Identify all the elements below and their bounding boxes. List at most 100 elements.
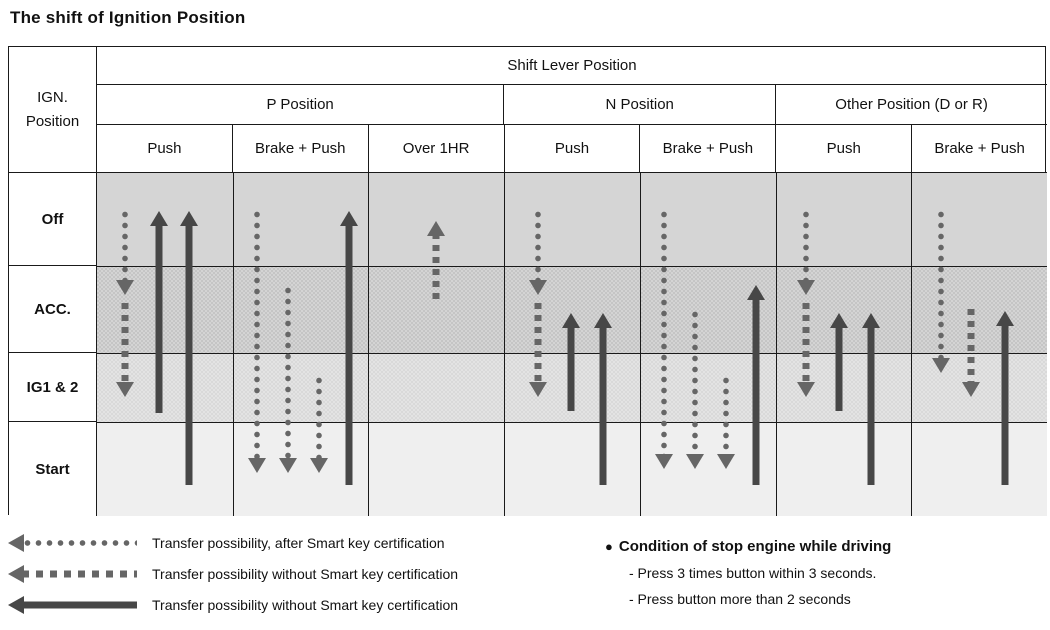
arrowhead-down-icon (962, 382, 981, 397)
arrowhead-down-icon (278, 458, 297, 473)
arrow-solid-up-ig1-2-to-off (150, 211, 168, 413)
group-header-p-position: P Position (97, 85, 505, 125)
arrow-dotted-down-off-to-ig1-2 (932, 209, 951, 373)
group-header-row: P Position N Position Other Position (D or… (97, 85, 1047, 125)
legend-label: Transfer possibility without Smart key c… (152, 596, 459, 613)
column-header-0-push: Push (97, 125, 233, 173)
arrowhead-down-icon (116, 382, 134, 397)
arrowhead-down-icon (116, 280, 134, 295)
row-label-ig1-2: IG1 & 2 (9, 353, 97, 422)
grid-hline (97, 421, 1047, 423)
arrow-solid-up-start-to-acc (594, 313, 613, 485)
group-header-other-position-d-or-r: Other Position (D or R) (776, 85, 1047, 125)
note-lines: - Press 3 times button within 3 seconds.… (605, 565, 891, 607)
arrowhead-down-icon (796, 280, 815, 295)
arrowhead-up-icon (996, 311, 1015, 326)
note-line-2: - Press button more than 2 seconds (629, 591, 851, 607)
arrow-dotted-down-acc-to-start (278, 285, 297, 473)
arrow-solid-up-ig1-2-to-acc (562, 313, 581, 411)
arrow-solid-up-start-to-acc (746, 285, 765, 485)
column-header-3-push: Push (504, 125, 641, 173)
grid-vline (232, 173, 234, 516)
arrowhead-up-icon (180, 211, 198, 226)
table-body (97, 173, 1047, 516)
arrow-solid-up-start-to-acc (861, 313, 880, 485)
column-header-2-over-1hr: Over 1HR (368, 125, 505, 173)
corner-header-line1: IGN. (37, 89, 68, 107)
arrowhead-up-icon (339, 211, 358, 226)
arrow-dotted-down-off-to-acc (796, 209, 815, 295)
arrow-dotted-down-ig1-2-to-start (716, 375, 735, 469)
bullet-icon: ● (605, 539, 613, 554)
column-header-6-brake-push: Brake + Push (912, 125, 1048, 173)
arrowhead-up-icon (562, 313, 581, 328)
grid-vline (639, 173, 641, 516)
ignition-position-table: IGN. Position Shift Lever Position P Pos… (8, 46, 1048, 516)
corner-header-ign-position: IGN. Position (9, 47, 97, 173)
row-label-column: Off ACC. IG1 & 2 Start (9, 173, 97, 516)
legend-label: Transfer possibility without Smart key c… (152, 565, 459, 582)
arrowhead-up-icon (746, 285, 765, 300)
arrowhead-down-icon (654, 454, 673, 469)
column-header-5-push: Push (776, 125, 913, 173)
row-label-off: Off (9, 173, 97, 266)
arrowhead-down-icon (247, 458, 266, 473)
arrowhead-down-icon (309, 458, 328, 473)
arrow-dotted-down-off-to-acc (116, 209, 134, 295)
page-title: The shift of Ignition Position (10, 8, 246, 27)
arrowhead-up-icon (829, 313, 848, 328)
arrow-solid-up-start-to-off (180, 211, 198, 485)
grid-hline (97, 265, 1047, 267)
header-shift-lever-position: Shift Lever Position (97, 47, 1047, 85)
arrow-dotted-down-ig1-2-to-start (309, 375, 328, 473)
row-stripe-start (97, 422, 1047, 516)
note-title: ● Condition of stop engine while driving (605, 538, 891, 555)
arrow-dashed-down-acc-to-ig1-2 (796, 303, 815, 397)
legend-label: Transfer possibility, after Smart key ce… (152, 534, 445, 551)
column-header-4-brake-push: Brake + Push (640, 125, 777, 173)
row-label-start: Start (9, 422, 97, 516)
grid-vline (910, 173, 912, 516)
arrow-dotted-down-acc-to-start (685, 309, 704, 469)
arrowhead-up-icon (150, 211, 168, 226)
legend: Transfer possibility, after Smart key ce… (8, 527, 578, 620)
arrow-solid-up-ig1-2-to-acc (829, 313, 848, 411)
arrow-dashed-down-acc-to-ig1-2 (116, 303, 134, 397)
arrowhead-down-icon (796, 382, 815, 397)
arrowhead-up-icon (427, 221, 446, 236)
arrow-dotted-down-off-to-acc (529, 209, 548, 295)
arrow-solid-up-start-to-off (339, 211, 358, 485)
arrowhead-down-icon (932, 358, 951, 373)
legend-arrow-dotted-icon (8, 533, 140, 552)
arrow-dashed-down-acc-to-ig1-2 (529, 303, 548, 397)
arrow-dashed-down-acc-to-ig1-2 (962, 309, 981, 397)
arrow-dotted-down-off-to-start (247, 209, 266, 473)
corner-header-line2: Position (25, 112, 80, 130)
note-line-1: - Press 3 times button within 3 seconds. (629, 565, 877, 581)
grid-vline (503, 173, 505, 516)
group-header-n-position: N Position (504, 85, 777, 125)
arrow-dashed-up-acc-to-off (427, 221, 446, 303)
arrow-solid-up-start-to-acc (996, 311, 1015, 485)
legend-arrow-solid-icon (8, 595, 140, 614)
arrowhead-up-icon (594, 313, 613, 328)
stop-engine-note: ● Condition of stop engine while driving … (605, 538, 891, 607)
arrowhead-down-icon (685, 454, 704, 469)
column-header-row: Push Brake + Push Over 1HR Push Brake + Push… (97, 125, 1048, 173)
legend-item-solid: Transfer possibility without Smart key c… (8, 589, 578, 620)
arrowhead-up-icon (861, 313, 880, 328)
legend-arrow-dashed-icon (8, 564, 140, 583)
row-label-acc: ACC. (9, 266, 97, 353)
arrowhead-down-icon (529, 382, 548, 397)
column-header-1-brake-push: Brake + Push (232, 125, 369, 173)
grid-vline (775, 173, 777, 516)
arrowhead-down-icon (529, 280, 548, 295)
legend-item-dashed: Transfer possibility without Smart key c… (8, 558, 578, 589)
row-stripe-off (97, 173, 1047, 266)
arrow-dotted-down-off-to-start (654, 209, 673, 469)
legend-item-dotted: Transfer possibility, after Smart key ce… (8, 527, 578, 558)
arrowhead-down-icon (716, 454, 735, 469)
grid-vline (367, 173, 369, 516)
note-title-text: Condition of stop engine while driving (618, 538, 892, 555)
